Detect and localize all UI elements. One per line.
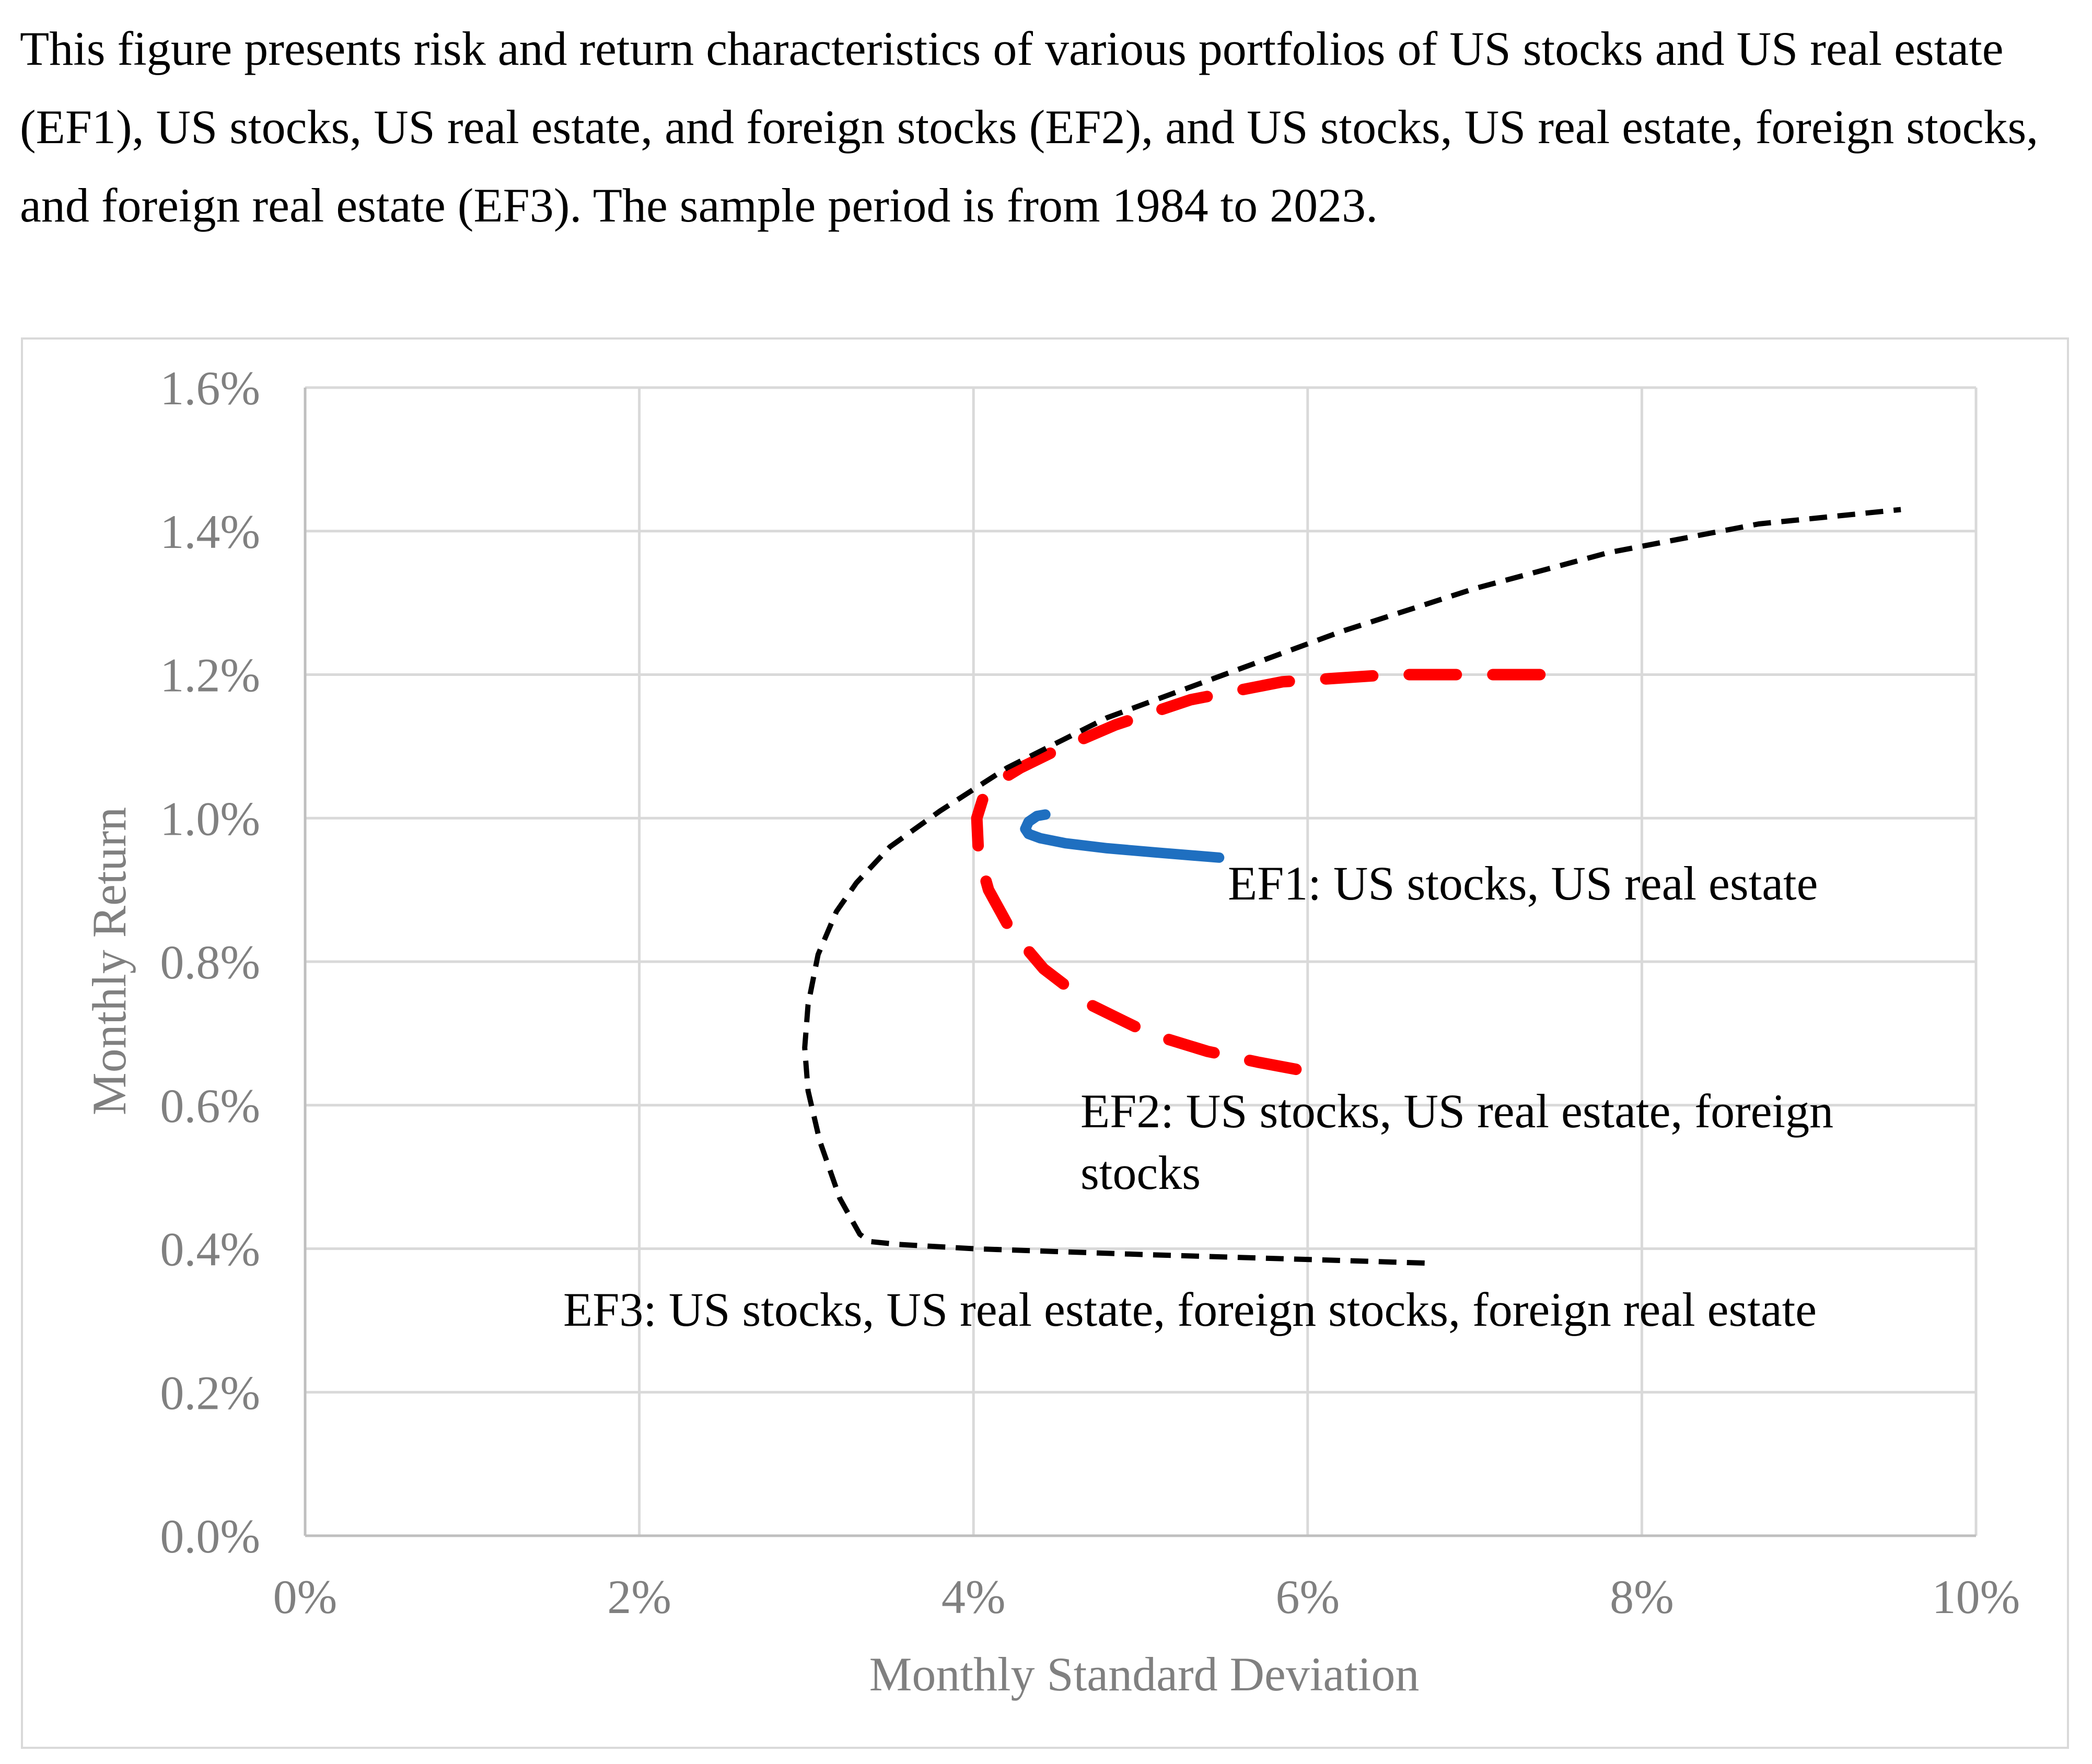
gridlines <box>305 386 1978 1536</box>
y-tick-label: 1.0% <box>160 792 260 845</box>
ef3-label: EF3: US stocks, US real estate, foreign … <box>563 1283 1817 1336</box>
y-tick-label: 0.4% <box>160 1223 260 1276</box>
ef2-label-line: stocks <box>1080 1146 1201 1199</box>
series-labels: EF1: US stocks, US real estate EF2: US st… <box>563 857 1833 1336</box>
chart-frame <box>21 337 2069 1749</box>
y-tick-label: 0.6% <box>160 1079 260 1132</box>
x-axis-title: Monthly Standard Deviation <box>869 1648 1420 1701</box>
y-axis-title: Monthly Return <box>83 807 136 1115</box>
y-tick-label: 0.8% <box>160 936 260 989</box>
figure-caption: This figure presents risk and return cha… <box>20 22 2039 232</box>
series-line-ef2 <box>971 669 1548 1076</box>
axes <box>304 388 1976 1537</box>
y-tick-label: 0.0% <box>160 1510 260 1563</box>
series-line-ef3 <box>802 507 1901 1266</box>
x-tick-label: 2% <box>607 1570 671 1623</box>
x-tick-label: 10% <box>1932 1570 2020 1623</box>
ef1-label: EF1: US stocks, US real estate <box>1228 857 1818 910</box>
x-tick-label: 6% <box>1275 1570 1340 1623</box>
x-tick-label: 8% <box>1610 1570 1674 1623</box>
y-tick-label: 1.2% <box>160 649 260 702</box>
series-line-ef1 <box>1020 809 1225 863</box>
y-tick-label: 0.2% <box>160 1366 260 1419</box>
series-lines <box>802 507 1901 1266</box>
x-tick-label: 0% <box>273 1570 338 1623</box>
y-tick-label: 1.6% <box>160 361 260 415</box>
tick-labels: 0.0% 0.2% 0.4% 0.6% 0.8% 1.0% 1.2% 1.4% 1.6% 0% 2%… <box>160 361 2020 1623</box>
y-tick-label: 1.4% <box>160 505 260 558</box>
ef2-label-line: EF2: US stocks, US real estate, foreign <box>1080 1084 1833 1138</box>
x-tick-label: 4% <box>942 1570 1006 1623</box>
